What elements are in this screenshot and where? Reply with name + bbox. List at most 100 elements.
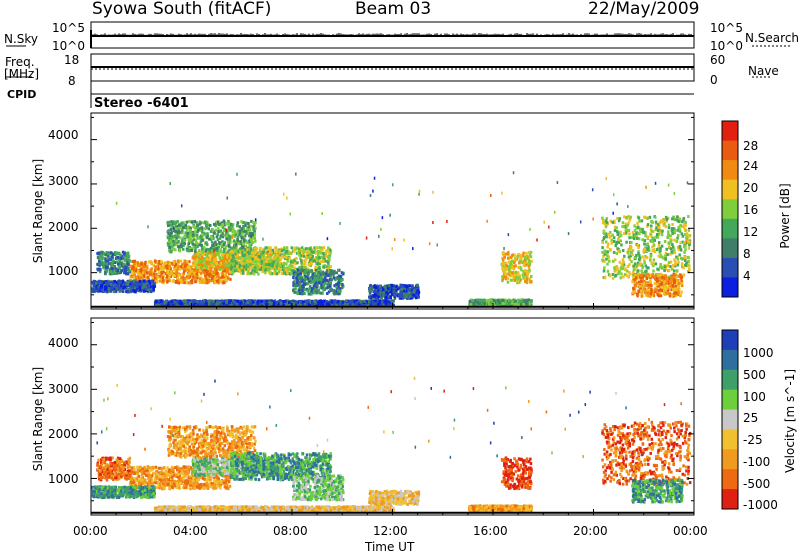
heatmap-cell — [219, 261, 223, 265]
heatmap-cell — [254, 263, 257, 267]
heatmap-cell — [340, 286, 344, 290]
heatmap-cell — [319, 251, 323, 255]
heatmap-cell — [233, 248, 236, 252]
heatmap-cell — [296, 268, 300, 272]
heatmap-cell — [160, 271, 163, 275]
heatmap-cell — [140, 262, 143, 266]
heatmap-cell — [206, 232, 209, 236]
heatmap-cell — [247, 263, 250, 267]
heatmap-cell — [306, 276, 310, 280]
heatmap-cell — [243, 251, 246, 255]
heatmap-cell — [200, 255, 204, 259]
heatmap-cell — [216, 279, 219, 283]
heatmap-cell — [190, 220, 194, 224]
nsky-tick-top: 10^5 — [52, 21, 85, 35]
heatmap-cell — [225, 270, 228, 274]
heatmap-cell — [221, 274, 224, 278]
heatmap-cell — [123, 258, 127, 262]
heatmap-cell — [239, 240, 242, 244]
heatmap-cell — [210, 240, 214, 244]
heatmap-cell — [324, 250, 328, 254]
heatmap-cell — [187, 276, 191, 280]
heatmap-cell — [212, 265, 216, 269]
heatmap-cell — [242, 265, 246, 269]
heatmap-cell — [128, 259, 131, 263]
heatmap-cell — [198, 253, 202, 257]
heatmap-cell — [322, 252, 325, 256]
heatmap-cell — [306, 282, 310, 286]
heatmap-cell — [151, 270, 154, 274]
heatmap-cell — [276, 256, 279, 260]
heatmap-cell — [222, 247, 226, 251]
heatmap-cell — [288, 256, 291, 260]
date-title: 22/May/2009 — [588, 0, 700, 19]
heatmap-cell — [325, 272, 328, 276]
heatmap-cell — [262, 266, 266, 270]
time-tick: 12:00 — [373, 524, 408, 538]
heatmap-cell — [215, 235, 219, 239]
heatmap-cell — [116, 268, 120, 272]
heatmap-cell — [185, 263, 189, 267]
heatmap-cell — [267, 261, 271, 265]
heatmap-cell — [157, 267, 160, 271]
heatmap-cell — [236, 239, 240, 243]
heatmap-cell — [209, 223, 212, 227]
heatmap-cell — [202, 277, 206, 281]
heatmap-cell — [270, 258, 273, 262]
heatmap-cell — [105, 253, 108, 257]
heatmap-cell — [222, 258, 225, 262]
heatmap-cell — [218, 236, 222, 240]
velocity-cb-tick: 100 — [743, 390, 766, 404]
heatmap-cell — [229, 277, 232, 281]
heatmap-cell — [159, 265, 162, 269]
heatmap-cell — [253, 251, 257, 255]
heatmap-cell — [262, 254, 265, 258]
heatmap-cell — [261, 270, 265, 274]
heatmap-cell — [214, 255, 217, 259]
heatmap-cell — [143, 274, 146, 278]
heatmap-cell — [293, 246, 296, 250]
heatmap-cell — [218, 266, 222, 270]
heatmap-cell — [308, 258, 312, 262]
heatmap-cell — [314, 268, 318, 272]
heatmap-cell — [143, 262, 147, 266]
heatmap-cell — [138, 279, 142, 283]
heatmap-cell — [247, 271, 250, 275]
heatmap-cell — [209, 269, 212, 273]
heatmap-cell — [214, 277, 218, 281]
power-ytick: 2000 — [48, 220, 79, 234]
power-cb-tick: 24 — [743, 159, 759, 173]
heatmap-cell — [332, 276, 336, 280]
heatmap-cell — [130, 285, 133, 289]
heatmap-cell — [109, 282, 113, 286]
heatmap-cell — [215, 260, 218, 264]
velocity-cb-tick: 500 — [743, 368, 766, 382]
heatmap-cell — [124, 267, 127, 271]
heatmap-cell — [258, 257, 262, 261]
heatmap-cell — [137, 264, 141, 268]
heatmap-cell — [156, 275, 160, 279]
heatmap-cell — [247, 267, 250, 271]
heatmap-cell — [133, 262, 136, 266]
heatmap-cell — [166, 236, 170, 240]
heatmap-cell — [186, 225, 190, 229]
heatmap-cell — [250, 255, 254, 259]
heatmap-cell — [222, 253, 225, 257]
heatmap-cell — [196, 245, 199, 249]
heatmap-cell — [161, 276, 165, 280]
heatmap-cell — [186, 231, 190, 235]
heatmap-cell — [193, 273, 197, 277]
heatmap-cell — [218, 276, 221, 280]
heatmap-cell — [202, 279, 205, 283]
heatmap-cell — [147, 270, 151, 274]
heatmap-cell — [171, 247, 175, 251]
heatmap-cell — [134, 263, 138, 267]
heatmap-cell — [196, 252, 200, 256]
heatmap-cell — [139, 268, 143, 272]
heatmap-cell — [199, 240, 203, 244]
heatmap-cell — [188, 260, 191, 264]
heatmap-cell — [241, 253, 245, 257]
heatmap-cell — [204, 264, 207, 268]
heatmap-cell — [193, 259, 196, 263]
heatmap-cell — [188, 267, 192, 271]
